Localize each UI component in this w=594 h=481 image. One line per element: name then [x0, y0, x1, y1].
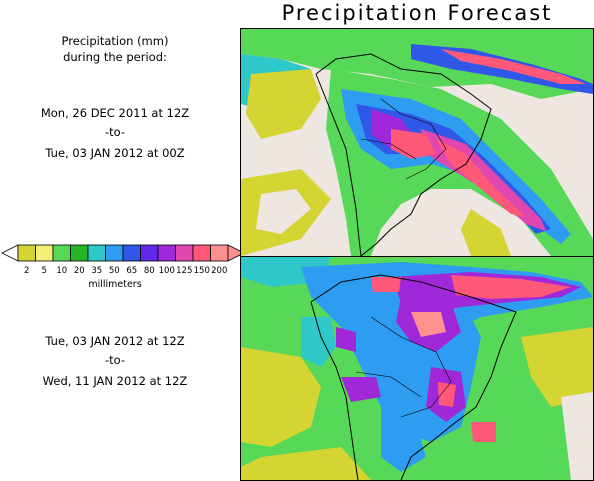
map-panel-period2	[240, 256, 594, 481]
legend-swatch	[175, 244, 194, 262]
legend-tick-label: 5	[42, 266, 47, 276]
precip-field	[441, 49, 586, 84]
legend-swatch	[122, 244, 141, 262]
precip-field	[391, 129, 436, 159]
legend-swatch	[70, 244, 89, 262]
precip-field	[371, 277, 401, 292]
coastline	[315, 73, 362, 256]
legend-swatch	[140, 244, 159, 262]
precip-field	[411, 312, 446, 337]
legend-swatch	[35, 244, 54, 262]
precip-field	[471, 422, 496, 442]
precip-field	[246, 69, 321, 139]
precip-field	[436, 139, 526, 217]
legend-swatch	[17, 244, 36, 262]
period1-separator: -to-	[104, 125, 126, 139]
coastline	[310, 274, 517, 480]
precip-field	[521, 327, 593, 407]
legend-tick-label: 125	[176, 266, 192, 276]
borders	[355, 316, 452, 418]
legend-swatch	[105, 244, 124, 262]
legend-tick-label: 150	[194, 266, 210, 276]
precip-field	[241, 29, 593, 99]
precip-map-period1	[241, 29, 593, 256]
period1-end: Tue, 03 JAN 2012 at 00Z	[45, 146, 185, 160]
intro-line-2: during the period:	[63, 50, 167, 64]
page-title: Precipitation Forecast	[281, 1, 553, 25]
coastline	[315, 53, 492, 256]
maps-container	[240, 28, 594, 481]
precip-map-period2	[241, 257, 593, 480]
precip-field	[241, 347, 321, 447]
precip-field	[336, 327, 356, 352]
precip-field	[561, 392, 593, 480]
legend-tick-label: 35	[91, 266, 102, 276]
legend-swatch	[87, 244, 106, 262]
legend-tick-label: 20	[74, 266, 85, 276]
legend-tick-label: 100	[159, 266, 175, 276]
precip-field	[241, 447, 371, 480]
legend-arrow-left	[1, 244, 19, 262]
period2-end: Wed, 11 JAN 2012 at 12Z	[42, 374, 188, 388]
precip-field	[451, 275, 571, 299]
coastline	[310, 301, 359, 480]
borders	[360, 98, 447, 180]
map-panel-period1	[240, 28, 594, 257]
intro-line-1: Precipitation (mm)	[61, 34, 169, 48]
precip-field	[341, 377, 381, 402]
precip-field	[301, 317, 336, 367]
period2-start: Tue, 03 JAN 2012 at 12Z	[45, 334, 185, 348]
legend-unit: millimeters	[88, 279, 141, 290]
period1-start: Mon, 26 DEC 2011 at 12Z	[40, 106, 190, 120]
legend-swatch	[52, 244, 71, 262]
color-legend: 2 5 10 20 35 50 65 80 100 125 150 200 millimeters	[1, 244, 240, 290]
precip-field	[256, 189, 311, 234]
legend-arrow-right	[227, 244, 240, 262]
legend-swatch	[157, 244, 176, 262]
precip-field	[381, 407, 426, 472]
legend-tick-label: 200	[211, 266, 227, 276]
legend-tick-label: 2	[24, 266, 29, 276]
precip-field	[438, 382, 456, 407]
period2-separator: -to-	[104, 353, 126, 367]
legend-tick-label: 10	[56, 266, 67, 276]
legend-tick-label: 65	[126, 266, 137, 276]
legend-tick-label: 50	[109, 266, 120, 276]
legend-tick-label: 80	[144, 266, 155, 276]
legend-swatch	[192, 244, 211, 262]
legend-swatch	[210, 244, 229, 262]
precip-field	[461, 209, 511, 256]
